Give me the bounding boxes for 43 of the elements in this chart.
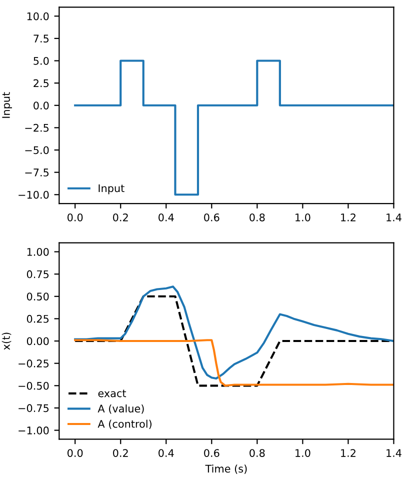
legend-label: A (value) [98, 404, 144, 414]
y-tick-label: −5.0 [25, 146, 49, 154]
y-axis-title: Input [2, 92, 12, 118]
y-tick-label: 10.0 [27, 12, 49, 20]
y-tick-label: 0.75 [26, 270, 49, 278]
y-tick-label: −0.75 [18, 404, 49, 412]
x-tick-label: 1.4 [386, 214, 402, 222]
x-tick-label: 0.6 [204, 213, 220, 222]
x-tick-label: 1.0 [296, 449, 310, 457]
x-tick-label: 0.0 [67, 213, 83, 222]
y-tick-label: −10.0 [18, 190, 49, 199]
x-tick-label: 0.2 [113, 213, 128, 222]
y-tick-label: −1.00 [18, 426, 49, 434]
legend-label: exact [98, 390, 126, 398]
legend-label: Input [98, 184, 124, 194]
line-series [74, 286, 394, 380]
y-tick-label: −0.25 [18, 360, 49, 368]
y-tick-label: 0.25 [26, 314, 49, 323]
y-tick-label: 5.0 [34, 56, 49, 65]
x-axis-title: Time (s) [205, 464, 247, 474]
y-tick-label: −7.5 [25, 168, 49, 176]
y-tick-label: 0.00 [26, 337, 49, 346]
y-tick-label: 7.5 [34, 34, 49, 43]
x-tick-label: 1.2 [341, 213, 356, 222]
x-tick-label: 0.6 [204, 449, 220, 457]
x-tick-label: 1.2 [341, 449, 356, 457]
y-tick-label: −2.5 [25, 124, 49, 132]
y-tick-label: 1.00 [27, 248, 49, 256]
x-tick-label: 0.8 [250, 449, 265, 457]
x-tick-label: 0.2 [113, 449, 128, 457]
x-tick-label: 0.4 [158, 449, 174, 457]
y-tick-label: −0.50 [18, 382, 49, 390]
x-tick-label: 0.4 [158, 213, 174, 222]
x-tick-label: 0.0 [67, 449, 83, 457]
x-tick-label: 1.4 [386, 449, 402, 457]
line-series [74, 339, 394, 387]
y-axis-title: x(t) [2, 332, 12, 350]
legend-label: A (control) [98, 420, 152, 430]
y-tick-label: 0.50 [26, 292, 49, 300]
x-tick-label: 1.0 [296, 213, 310, 222]
x-tick-label: 0.8 [250, 213, 265, 222]
y-tick-label: 0.0 [34, 102, 49, 110]
y-tick-label: 2.5 [34, 79, 49, 88]
